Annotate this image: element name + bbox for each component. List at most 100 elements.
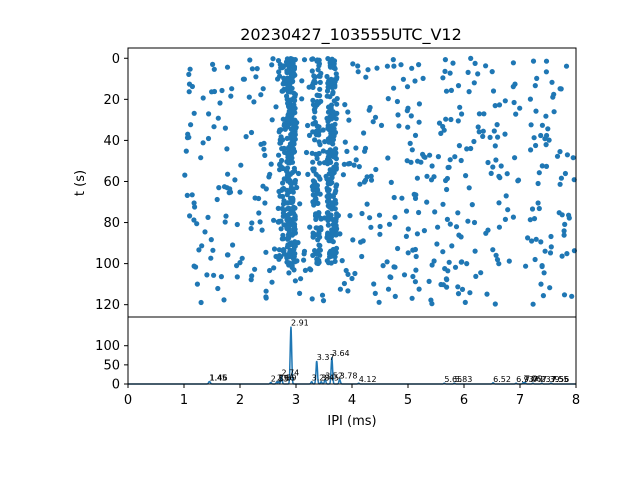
scatter-point (320, 127, 326, 133)
scatter-point (471, 138, 477, 145)
scatter-point (310, 187, 316, 193)
scatter-point (372, 290, 378, 296)
scatter-y-tick-label: 40 (103, 134, 120, 149)
scatter-point (436, 120, 443, 126)
scatter-point (290, 186, 296, 192)
histogram-x-tick-label: 4 (348, 393, 356, 408)
histogram-x-tick-label: 0 (124, 393, 132, 408)
scatter-point (224, 252, 231, 258)
histogram-y-tick-label: 100 (95, 339, 120, 354)
scatter-point (448, 87, 454, 93)
scatter-point (376, 299, 382, 305)
scatter-point (443, 116, 449, 122)
scatter-point (456, 143, 462, 149)
scatter-point (388, 179, 394, 185)
scatter-point (291, 227, 297, 233)
scatter-point (371, 281, 377, 287)
scatter-point (558, 175, 565, 181)
scatter-point (317, 243, 323, 249)
scatter-point (341, 280, 347, 287)
scatter-point (447, 221, 453, 227)
scatter-point (284, 56, 290, 62)
scatter-point (225, 171, 231, 177)
scatter-point (318, 225, 324, 231)
scatter-y-label: t (s) (73, 170, 88, 196)
scatter-point (295, 170, 302, 177)
scatter-point (326, 117, 332, 123)
scatter-point (259, 227, 265, 233)
scatter-point (434, 241, 440, 247)
scatter-point (333, 188, 339, 194)
scatter-point (279, 164, 285, 170)
scatter-point (554, 153, 561, 159)
scatter-point (440, 282, 446, 288)
scatter-point (331, 153, 337, 160)
scatter-point (234, 221, 240, 228)
scatter-point (427, 152, 433, 158)
peak-labels: 1.451.46 2.552.662.692.74 2.91 3.28 3.37 3.45… (209, 319, 569, 385)
scatter-point (502, 98, 508, 104)
scatter-point (471, 219, 478, 226)
scatter-point (543, 58, 550, 64)
scatter-point (551, 91, 557, 97)
scatter-point (357, 181, 363, 187)
scatter-point (504, 171, 510, 177)
scatter-point (440, 249, 446, 255)
scatter-point (183, 148, 189, 154)
scatter-point (210, 247, 216, 253)
chart-title: 20230427_103555UTC_V12 (240, 25, 462, 45)
scatter-point (211, 124, 217, 130)
scatter-point (315, 200, 321, 206)
scatter-point (429, 262, 435, 268)
scatter-point (278, 254, 284, 260)
scatter-point (188, 122, 194, 128)
scatter-point (478, 270, 484, 276)
scatter-point (385, 155, 391, 161)
scatter-point (287, 160, 293, 166)
scatter-point (193, 264, 199, 270)
scatter-point (208, 255, 214, 261)
scatter-point (408, 113, 414, 119)
scatter-point (396, 123, 402, 129)
histogram-x-tick-label: 3 (292, 393, 300, 408)
scatter-point (494, 257, 501, 263)
scatter-point (306, 132, 313, 138)
scatter-point (559, 253, 565, 259)
scatter-point (287, 81, 293, 88)
scatter-point (391, 63, 397, 69)
scatter-point (288, 181, 294, 187)
peak-label: 3.37 (317, 353, 335, 362)
scatter-point (340, 172, 346, 178)
scatter-point (292, 91, 298, 98)
scatter-point (409, 295, 415, 301)
scatter-point (311, 115, 317, 121)
scatter-point (562, 221, 568, 227)
scatter-point (570, 155, 576, 161)
peak-label: 2.69 (279, 374, 297, 383)
scatter-point (368, 173, 374, 179)
scatter-point (333, 232, 339, 238)
scatter-point (312, 104, 318, 110)
scatter-point (324, 149, 331, 155)
scatter-point (362, 148, 368, 154)
scatter-point (334, 110, 340, 116)
scatter-point (465, 218, 471, 224)
scatter-point (324, 176, 330, 182)
scatter-point (444, 277, 450, 283)
scatter-point (317, 86, 323, 92)
scatter-point (505, 207, 511, 213)
scatter-point (291, 204, 297, 210)
scatter-point (414, 175, 420, 181)
scatter-point (273, 104, 279, 110)
scatter-point (525, 235, 531, 241)
scatter-point (324, 193, 330, 200)
scatter-point (388, 274, 394, 280)
scatter-point (400, 76, 406, 82)
scatter-point (480, 128, 486, 134)
scatter-point (556, 210, 562, 216)
scatter-point (325, 109, 332, 115)
scatter-point (539, 163, 545, 169)
scatter-point (416, 119, 422, 125)
scatter-point (502, 216, 508, 222)
